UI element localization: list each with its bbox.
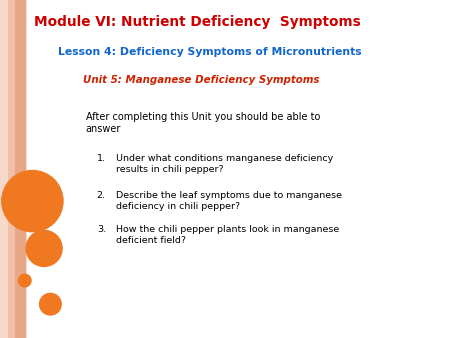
Bar (0, 0, 27, 338)
Text: Module VI: Nutrient Deficiency  Symptoms: Module VI: Nutrient Deficiency Symptoms (34, 15, 360, 29)
Text: 1.: 1. (97, 154, 106, 163)
Ellipse shape (2, 170, 63, 232)
Text: 2.: 2. (97, 191, 106, 200)
Ellipse shape (18, 274, 31, 287)
Text: Under what conditions manganese deficiency
results in chili pepper?: Under what conditions manganese deficien… (116, 154, 333, 174)
Text: Lesson 4: Deficiency Symptoms of Micronutrients: Lesson 4: Deficiency Symptoms of Micronu… (58, 47, 362, 57)
Text: Unit 5: Manganese Deficiency Symptoms: Unit 5: Manganese Deficiency Symptoms (83, 75, 320, 85)
Text: 3.: 3. (97, 225, 106, 234)
Text: Describe the leaf symptoms due to manganese
deficiency in chili pepper?: Describe the leaf symptoms due to mangan… (116, 191, 342, 212)
Ellipse shape (26, 231, 62, 266)
Text: After completing this Unit you should be able to
answer: After completing this Unit you should be… (86, 112, 320, 134)
Ellipse shape (40, 293, 61, 315)
Bar (8, 0, 26, 338)
Bar (15, 0, 26, 338)
Text: How the chili pepper plants look in manganese
deficient field?: How the chili pepper plants look in mang… (116, 225, 339, 245)
